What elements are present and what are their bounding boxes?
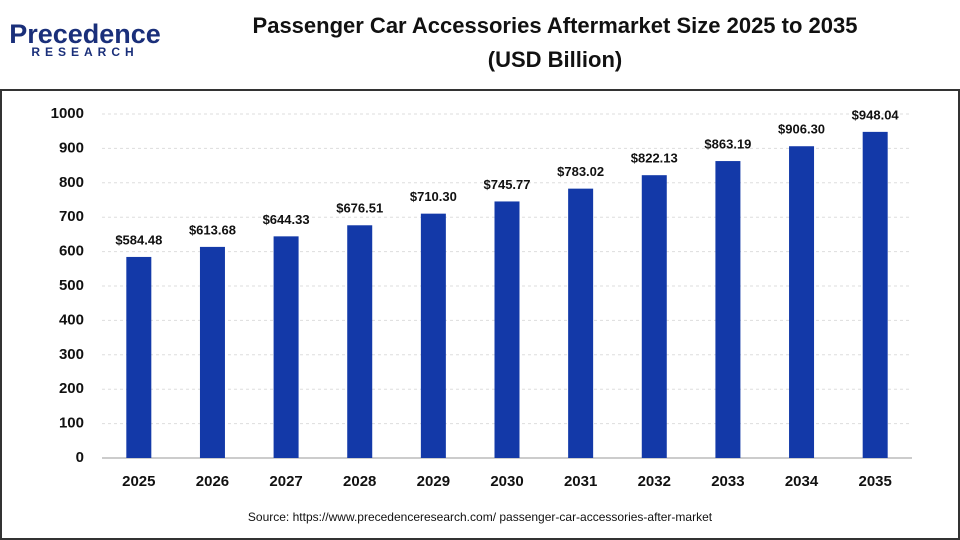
x-tick-label: 2032 [638, 473, 671, 490]
bar [568, 188, 594, 458]
x-tick-label: 2029 [417, 473, 450, 490]
x-tick-label: 2035 [858, 473, 891, 490]
value-label: $948.04 [852, 107, 900, 122]
x-tick-label: 2031 [564, 473, 597, 490]
y-tick-label: 300 [59, 346, 84, 363]
y-tick-label: 900 [59, 139, 84, 156]
x-tick-label: 2030 [490, 473, 523, 490]
bar [494, 201, 520, 458]
y-tick-label: 100 [59, 415, 84, 432]
bar [862, 131, 888, 458]
bar [199, 246, 225, 458]
logo-sub: RESEARCH [31, 45, 138, 59]
value-label: $710.30 [410, 189, 457, 204]
y-tick-label: 500 [59, 277, 84, 294]
value-label: $906.30 [778, 122, 825, 137]
bar [347, 225, 373, 458]
x-tick-label: 2034 [785, 473, 819, 490]
y-tick-label: 800 [59, 174, 84, 191]
value-label: $584.48 [115, 232, 162, 247]
value-label: $676.51 [336, 201, 383, 216]
bar [715, 161, 741, 459]
x-tick-label: 2033 [711, 473, 744, 490]
x-tick-label: 2027 [269, 473, 302, 490]
y-tick-label: 400 [59, 311, 84, 328]
bar [420, 213, 446, 458]
chart-subtitle: (USD Billion) [488, 47, 622, 72]
value-label: $783.02 [557, 164, 604, 179]
value-label: $644.33 [263, 212, 310, 227]
value-label: $822.13 [631, 151, 678, 166]
bar [641, 175, 667, 458]
bar [273, 236, 299, 458]
value-label: $745.77 [484, 177, 531, 192]
logo-name: Precedence [9, 19, 161, 49]
bar [126, 256, 152, 458]
x-tick-label: 2028 [343, 473, 376, 490]
value-label: $863.19 [704, 137, 751, 152]
y-tick-label: 1000 [51, 105, 84, 122]
y-tick-label: 700 [59, 208, 84, 225]
source-note: Source: https://www.precedenceresearch.c… [248, 510, 713, 524]
x-tick-label: 2026 [196, 473, 229, 490]
y-tick-label: 600 [59, 243, 84, 260]
y-tick-label: 0 [76, 449, 84, 466]
bar [789, 146, 815, 459]
x-tick-label: 2025 [122, 473, 155, 490]
chart-frame [0, 89, 960, 540]
chart-title: Passenger Car Accessories Aftermarket Si… [253, 13, 858, 38]
y-tick-label: 200 [59, 380, 84, 397]
value-label: $613.68 [189, 222, 236, 237]
